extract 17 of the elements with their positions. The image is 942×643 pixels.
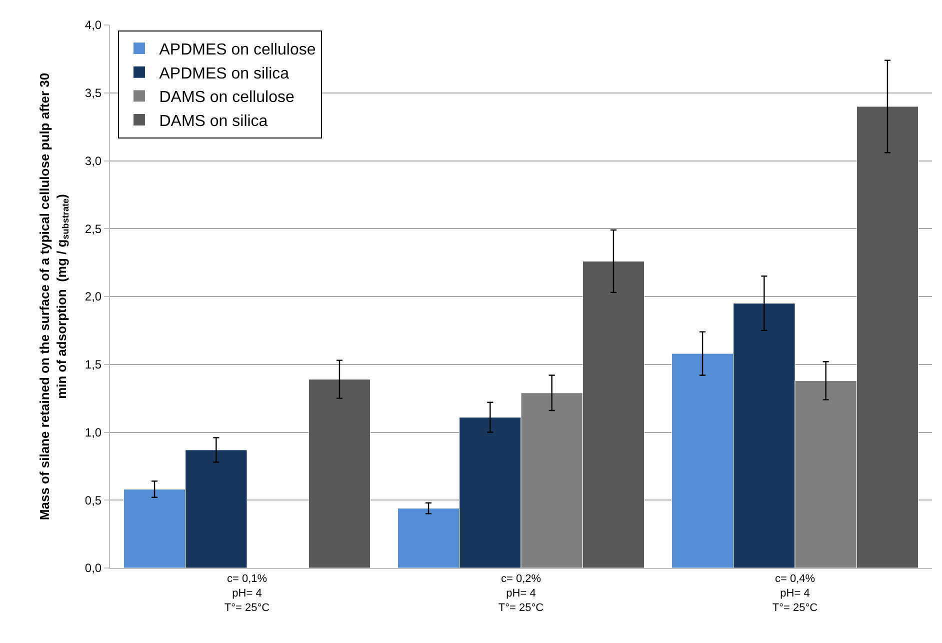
y-tick-label: 1,5	[84, 358, 102, 372]
y-tick-label: 2,5	[84, 222, 102, 236]
x-tick-label: c= 0,1% pH= 4 T°= 25°C	[224, 573, 270, 614]
y-tick-label: 0,0	[84, 561, 102, 576]
y-tick-label: 4,0	[84, 18, 102, 32]
legend-label: APDMES on cellulose	[159, 42, 316, 59]
y-tick-label: 0,5	[84, 493, 102, 508]
y-tick-label: 3,0	[84, 154, 102, 168]
x-tick-label: c= 0,2% pH= 4 T°= 25°C	[498, 573, 544, 614]
legend-label: DAMS on silica	[159, 112, 268, 130]
y-tick-label: 3,5	[84, 86, 102, 100]
y-tick-label: 2,0	[84, 290, 102, 304]
legend-label: DAMS on cellulose	[159, 89, 294, 106]
y-tick-label: 1,0	[84, 425, 102, 440]
x-tick-label: c= 0,4% pH= 4 T°= 25°C	[772, 573, 818, 614]
bar	[308, 379, 371, 568]
legend-label: APDMES on silica	[159, 65, 290, 82]
